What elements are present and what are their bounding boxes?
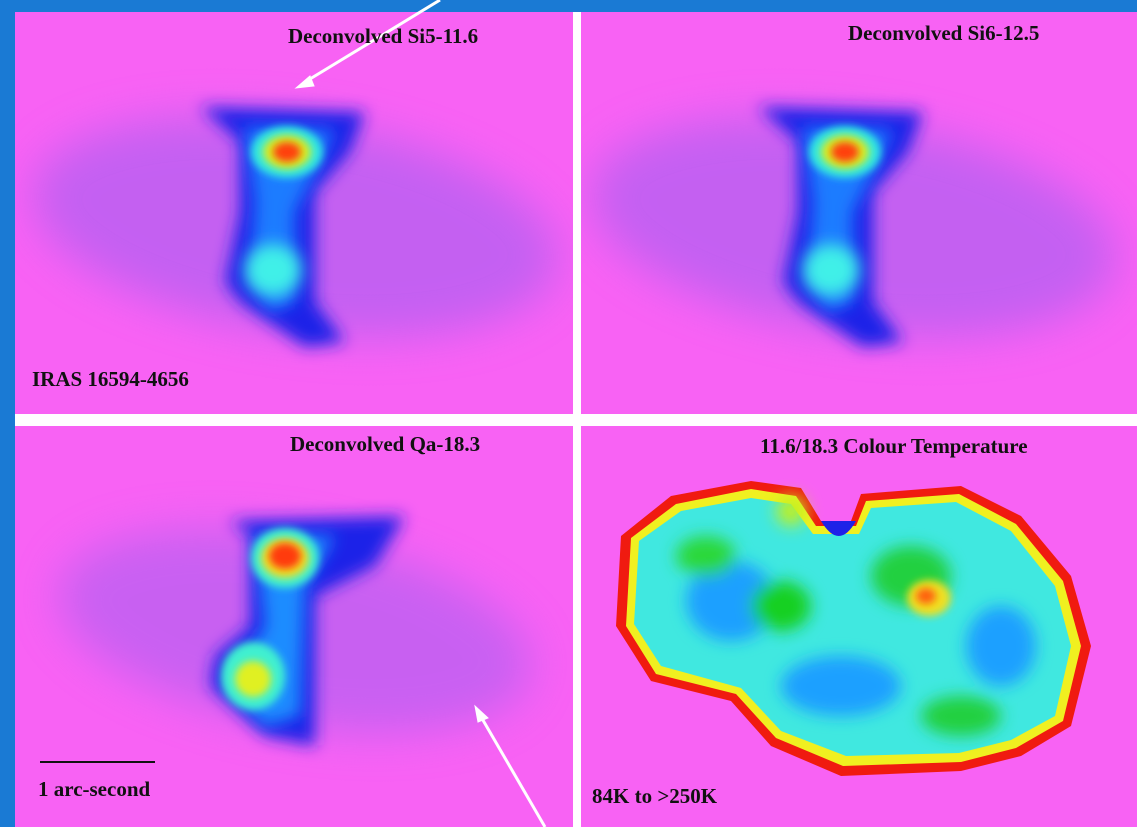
panel-label: 84K to >250K	[592, 784, 718, 808]
panel-title: 11.6/18.3 Colour Temperature	[760, 434, 1028, 458]
divider	[15, 414, 1137, 426]
panel-label: IRAS 16594-4656	[32, 367, 189, 391]
panel-title: Deconvolved Qa-18.3	[290, 432, 480, 456]
figure: Deconvolved Si5-11.6 IRAS 16594-4656 Dec…	[0, 0, 1137, 827]
panel-title: Deconvolved Si5-11.6	[288, 24, 478, 48]
panel-label: 1 arc-second	[38, 777, 150, 801]
panel-title: Deconvolved Si6-12.5	[848, 21, 1039, 45]
